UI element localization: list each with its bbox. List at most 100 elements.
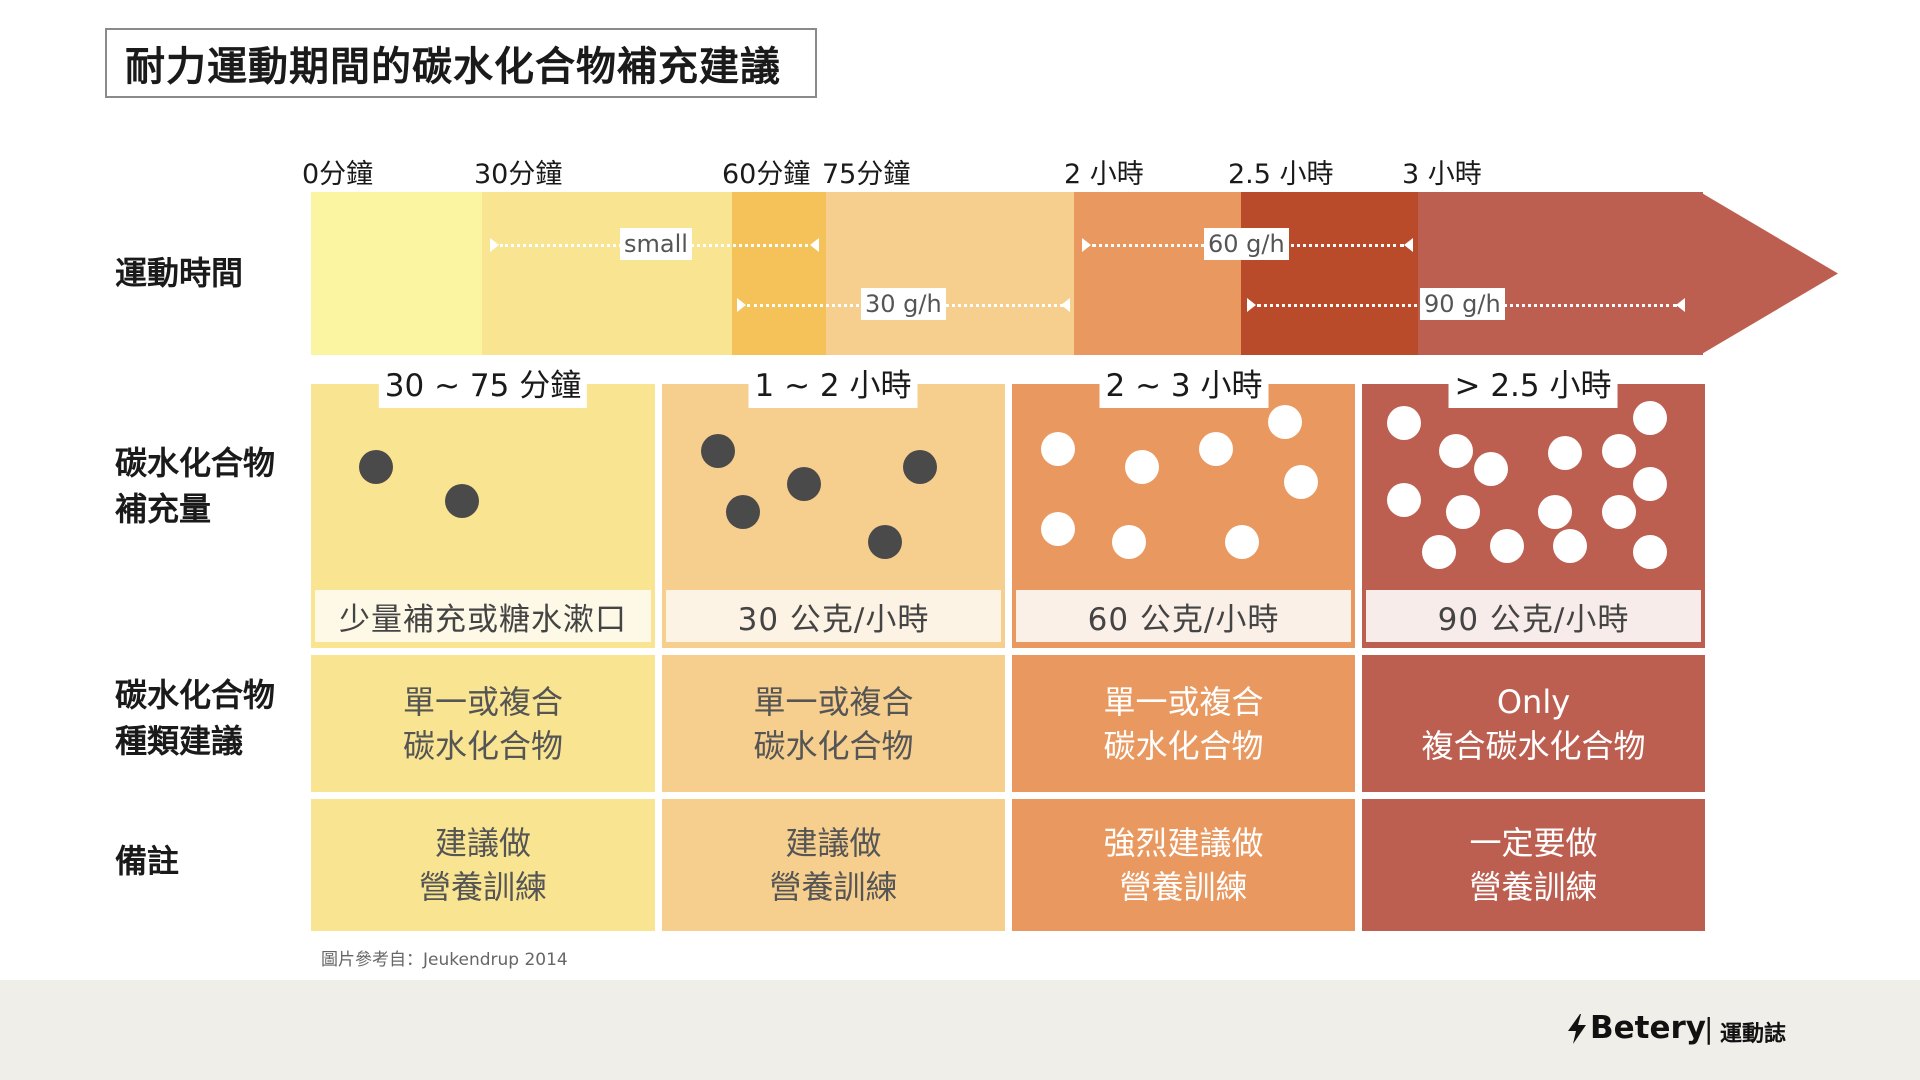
dot-icon xyxy=(1225,525,1259,559)
amount-cell: 60 公克/小時 xyxy=(1012,384,1355,648)
row-label-type-line1: 碳水化合物 xyxy=(115,676,276,714)
type-line: Only xyxy=(1496,682,1571,721)
dot-icon xyxy=(1387,483,1421,517)
note-line: 營養訓練 xyxy=(1119,868,1248,906)
note-line: 建議做 xyxy=(785,824,882,862)
note-cell: 建議做 營養訓練 xyxy=(662,799,1005,931)
amount-cell: 90 公克/小時 xyxy=(1362,384,1705,648)
dot-icon xyxy=(868,525,902,559)
dot-icon xyxy=(1553,529,1587,563)
row-label-type-line2: 種類建議 xyxy=(115,722,244,760)
dot-icon xyxy=(1474,452,1508,486)
timeline-band xyxy=(482,192,732,355)
dot-icon xyxy=(1548,436,1582,470)
dot-icon xyxy=(903,450,937,484)
range-label-60: 60 g/h xyxy=(1204,228,1289,260)
timeline-band xyxy=(1241,192,1418,355)
range-arrow-end xyxy=(1404,238,1413,252)
type-line: 單一或複合 xyxy=(1103,682,1264,721)
duration-label: 1 ~ 2 小時 xyxy=(748,364,918,408)
row-label-type: 碳水化合物 種類建議 xyxy=(115,672,275,764)
amount-cell: 少量補充或糖水漱口 xyxy=(311,384,655,648)
rate-label: 60 公克/小時 xyxy=(1016,590,1351,642)
tick-label: 30分鐘 xyxy=(474,159,563,190)
dot-icon xyxy=(445,484,479,518)
range-arrow-start xyxy=(1247,298,1256,312)
range-arrow-end xyxy=(1061,298,1070,312)
dot-icon xyxy=(1284,465,1318,499)
note-cell: 強烈建議做 營養訓練 xyxy=(1012,799,1355,931)
timeline-band xyxy=(826,192,1074,355)
type-cell: Only 複合碳水化合物 xyxy=(1362,655,1705,792)
rate-label: 30 公克/小時 xyxy=(666,590,1001,642)
note-cell: 一定要做 營養訓練 xyxy=(1362,799,1705,931)
range-arrow-end xyxy=(1676,298,1685,312)
dot-icon xyxy=(1446,495,1480,529)
dot-icon xyxy=(1633,401,1667,435)
timeline-band xyxy=(732,192,826,355)
type-line: 單一或複合 xyxy=(402,682,563,721)
dot-icon xyxy=(359,450,393,484)
brand-logo: Betery xyxy=(1590,1010,1706,1046)
range-label-90: 90 g/h xyxy=(1420,288,1505,320)
range-arrow-start xyxy=(490,238,499,252)
dot-icon xyxy=(1268,405,1302,439)
dot-icon xyxy=(1125,450,1159,484)
note-line: 營養訓練 xyxy=(769,868,898,906)
type-cell: 單一或複合 碳水化合物 xyxy=(1012,655,1355,792)
note-line: 強烈建議做 xyxy=(1103,824,1264,862)
note-line: 一定要做 xyxy=(1469,824,1598,862)
row-label-amount-line2: 補充量 xyxy=(115,490,212,528)
dot-icon xyxy=(701,434,735,468)
duration-label: 2 ~ 3 小時 xyxy=(1099,364,1269,408)
dot-icon xyxy=(1490,529,1524,563)
row-label-amount: 碳水化合物 補充量 xyxy=(115,440,275,532)
row-label-time: 運動時間 xyxy=(115,254,244,292)
row-label-amount-line1: 碳水化合物 xyxy=(115,444,276,482)
row-label-note: 備註 xyxy=(115,842,180,880)
type-cell: 單一或複合 碳水化合物 xyxy=(311,655,655,792)
dot-icon xyxy=(1538,495,1572,529)
timeline-band xyxy=(311,192,482,355)
note-line: 建議做 xyxy=(434,824,531,862)
dot-icon xyxy=(1041,432,1075,466)
timeline-band xyxy=(1074,192,1241,355)
footer-bar: Betery | 運動誌 xyxy=(0,980,1920,1080)
dot-icon xyxy=(1041,512,1075,546)
timeline-arrow-head xyxy=(1700,192,1838,355)
tick-label: 2 小時 xyxy=(1064,159,1144,190)
type-cell: 單一或複合 碳水化合物 xyxy=(662,655,1005,792)
amount-cell: 30 公克/小時 xyxy=(662,384,1005,648)
tick-label: 2.5 小時 xyxy=(1228,159,1334,190)
dot-icon xyxy=(1439,434,1473,468)
tick-label: 0分鐘 xyxy=(302,159,374,190)
range-arrow-start xyxy=(737,298,746,312)
dot-icon xyxy=(1199,432,1233,466)
type-line: 碳水化合物 xyxy=(753,726,914,765)
dot-icon xyxy=(1633,467,1667,501)
duration-label: > 2.5 小時 xyxy=(1448,364,1618,408)
rate-label: 90 公克/小時 xyxy=(1366,590,1701,642)
tick-label: 60分鐘 xyxy=(722,159,811,190)
note-line: 營養訓練 xyxy=(418,868,547,906)
dot-icon xyxy=(1112,525,1146,559)
type-line: 複合碳水化合物 xyxy=(1421,726,1646,765)
dot-icon xyxy=(1633,535,1667,569)
dot-icon xyxy=(1387,406,1421,440)
duration-label: 30 ~ 75 分鐘 xyxy=(378,364,588,408)
type-line: 碳水化合物 xyxy=(1103,726,1264,765)
rate-label: 少量補充或糖水漱口 xyxy=(315,590,651,642)
brand-separator: | xyxy=(1704,1012,1714,1045)
range-arrow-start xyxy=(1082,238,1091,252)
type-line: 碳水化合物 xyxy=(402,726,563,765)
note-cell: 建議做 營養訓練 xyxy=(311,799,655,931)
tick-label: 75分鐘 xyxy=(822,159,911,190)
range-arrow-end xyxy=(810,238,819,252)
source-note: 圖片參考自：Jeukendrup 2014 xyxy=(321,950,568,970)
range-label-small: small xyxy=(620,228,692,260)
dot-icon xyxy=(1602,434,1636,468)
chart-title: 耐力運動期間的碳水化合物補充建議 xyxy=(105,28,817,98)
dot-icon xyxy=(787,467,821,501)
tick-label: 3 小時 xyxy=(1402,159,1482,190)
timeline-band xyxy=(1418,192,1703,355)
